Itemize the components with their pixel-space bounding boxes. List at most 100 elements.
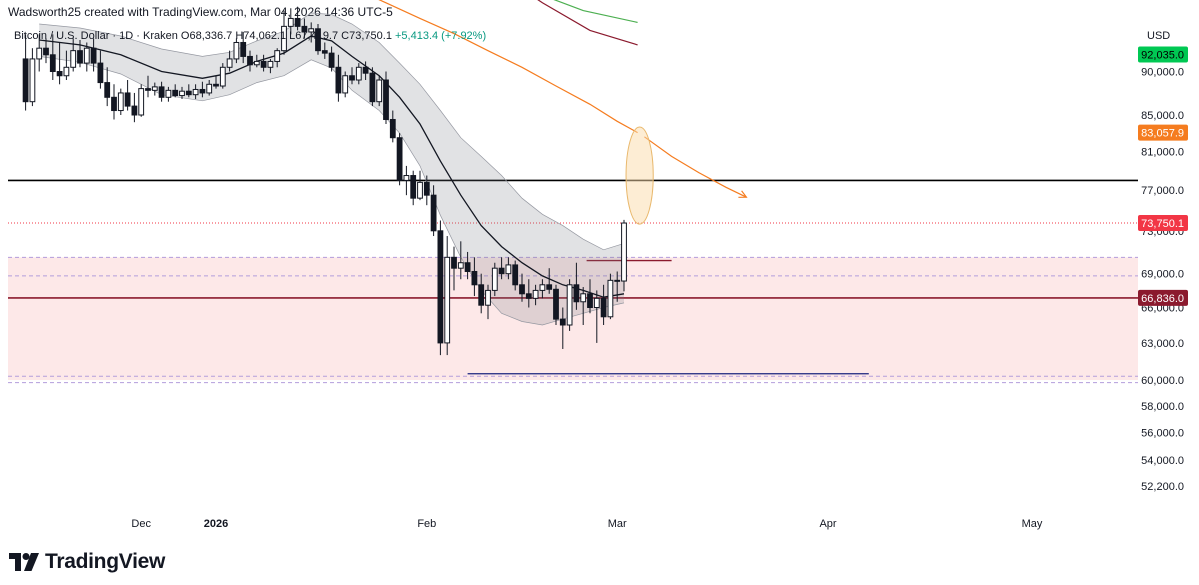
candle xyxy=(179,86,185,100)
ma-maroon-line xyxy=(537,0,638,46)
candle xyxy=(369,67,376,107)
candle xyxy=(566,279,573,331)
candle xyxy=(287,8,294,35)
ma-band-fill xyxy=(39,12,624,326)
price-chart[interactable]: 52,200.0 54,000.0 56,000.0 58,000.0 60,000.0… xyxy=(0,0,1199,545)
candle-body-up xyxy=(376,79,383,103)
candle-body-down xyxy=(315,28,321,52)
candle xyxy=(247,50,253,72)
candle-body-up xyxy=(36,47,43,60)
price-label: 73,750.1 xyxy=(1141,218,1184,230)
candle-body-up xyxy=(179,90,185,97)
candle-body-up xyxy=(403,175,410,181)
ohlc-change: +5,413.4 (+7.92%) xyxy=(395,30,487,42)
candle xyxy=(274,48,281,68)
candle xyxy=(437,220,444,356)
candle xyxy=(104,67,111,107)
candle-body-down xyxy=(464,262,471,272)
candle-body-down xyxy=(43,47,49,56)
tradingview-logo-icon xyxy=(9,553,39,571)
candle-body-up xyxy=(29,58,36,103)
support-zone xyxy=(8,257,1138,381)
candle-body-up xyxy=(267,60,274,68)
ma-orange-line xyxy=(378,0,638,134)
candle-body-down xyxy=(22,58,29,103)
candle-body-down xyxy=(553,288,559,320)
candle-body-down xyxy=(321,50,328,54)
candle xyxy=(49,34,56,81)
candle-body-down xyxy=(104,82,111,98)
candle xyxy=(580,287,587,326)
candle xyxy=(308,22,315,43)
candle xyxy=(403,165,410,196)
y-tick-label: 90,000.0 xyxy=(1141,67,1184,79)
candle xyxy=(328,46,335,72)
candle xyxy=(389,110,396,143)
price-label-bg xyxy=(1138,46,1188,63)
candle-body-up xyxy=(444,256,451,344)
candle xyxy=(172,84,179,98)
candle-body-up xyxy=(457,262,464,269)
candle xyxy=(444,236,451,356)
tradingview-logo[interactable]: TradingView xyxy=(9,548,165,576)
candle xyxy=(498,257,505,280)
tradingview-logo-text: TradingView xyxy=(45,550,166,573)
candle-body-up xyxy=(287,17,294,27)
candle-body-down xyxy=(451,256,457,269)
candle-body-down xyxy=(158,86,165,98)
candle-body-up xyxy=(593,297,600,309)
candle xyxy=(315,23,321,55)
candle xyxy=(539,279,546,299)
candle-body-up xyxy=(138,88,145,116)
candle-body-up xyxy=(621,222,627,282)
candle-body-down xyxy=(301,25,308,33)
x-tick-label: Feb xyxy=(417,518,436,530)
candle xyxy=(587,279,593,314)
candle-body-down xyxy=(512,264,519,286)
y-tick-label: 85,000.0 xyxy=(1141,110,1184,122)
candle-body-down xyxy=(383,79,389,120)
candle xyxy=(240,31,247,64)
candle xyxy=(362,61,369,81)
target-ellipse xyxy=(625,126,654,225)
candle-body-down xyxy=(90,47,97,64)
candle xyxy=(267,58,274,74)
candle xyxy=(131,92,138,123)
candle-body-down xyxy=(97,62,104,84)
candle xyxy=(621,219,627,292)
candle xyxy=(423,175,430,206)
candle-body-up xyxy=(192,88,199,96)
x-tick-label: Apr xyxy=(819,518,836,530)
candle xyxy=(410,170,417,206)
y-tick-label: 56,000.0 xyxy=(1141,428,1184,440)
candle xyxy=(281,10,287,55)
candle xyxy=(219,63,226,89)
candle-body-up xyxy=(532,289,539,299)
candle xyxy=(430,185,437,237)
candle xyxy=(451,246,457,291)
candle-body-down xyxy=(172,89,179,97)
candle xyxy=(532,284,539,306)
candle xyxy=(56,42,63,85)
candle xyxy=(559,307,566,349)
candle xyxy=(342,71,349,98)
candle-body-down xyxy=(240,41,247,57)
candle-body-down xyxy=(294,17,301,27)
candle xyxy=(185,84,192,98)
ohlc-high: H74,062.1 xyxy=(235,30,287,42)
candle-body-up xyxy=(281,25,287,52)
candle-body-down xyxy=(600,297,607,318)
candle-body-down xyxy=(124,92,131,107)
candle-body-down xyxy=(587,293,593,309)
candle-body-down xyxy=(49,54,56,73)
y-tick-label: 81,000.0 xyxy=(1141,147,1184,159)
candle-body-up xyxy=(233,41,240,60)
candle-body-up xyxy=(206,83,213,94)
candle xyxy=(117,88,124,115)
candle xyxy=(90,38,97,72)
y-tick-label: 69,000.0 xyxy=(1141,269,1184,281)
candle-body-down xyxy=(559,318,566,326)
chart-header: Wadsworth25 created with TradingView.com… xyxy=(8,5,393,19)
candle xyxy=(199,81,206,98)
candle xyxy=(63,50,70,81)
